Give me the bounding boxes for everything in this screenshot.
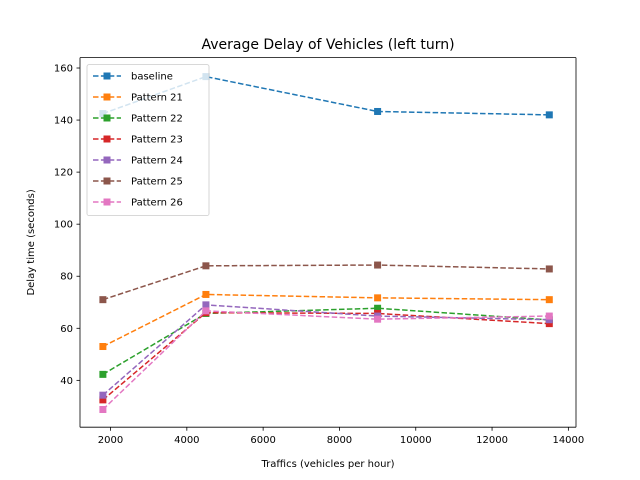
data-point-pattern-23	[545, 320, 553, 328]
legend-item-pattern-21: Pattern 21	[93, 93, 183, 104]
legend-label-pattern-26: Pattern 26	[131, 198, 183, 209]
legend-label-baseline: baseline	[131, 72, 173, 83]
data-point-pattern-21	[374, 294, 382, 302]
data-point-pattern-26	[99, 406, 107, 414]
y-tick-label: 120	[54, 168, 73, 179]
y-tick-label: 100	[54, 220, 73, 231]
data-point-baseline	[545, 111, 553, 119]
data-point-pattern-21	[545, 296, 553, 304]
legend-marker-pattern-24	[103, 156, 111, 164]
x-tick-label: 14000	[552, 435, 584, 446]
legend-item-pattern-25: Pattern 25	[93, 177, 183, 188]
data-point-pattern-26	[374, 315, 382, 323]
series-line-pattern-23	[102, 311, 550, 401]
legend-marker-pattern-26	[103, 198, 111, 206]
y-tick-label: 160	[54, 64, 73, 75]
series-line-pattern-21	[102, 293, 550, 348]
legend-marker-pattern-25	[103, 177, 111, 185]
x-tick-label: 12000	[476, 435, 508, 446]
series-pattern-25	[99, 261, 553, 304]
data-point-pattern-25	[545, 265, 553, 273]
legend-marker-pattern-21	[103, 93, 111, 101]
series-line-pattern-25	[102, 264, 550, 301]
data-point-pattern-26	[545, 312, 553, 320]
x-axis-label: Traffics (vehicles per hour)	[261, 459, 395, 470]
data-point-pattern-22	[374, 304, 382, 312]
x-tick-label: 8000	[327, 435, 352, 446]
data-point-pattern-21	[202, 290, 210, 298]
legend-label-pattern-24: Pattern 24	[131, 156, 183, 167]
legend-label-pattern-25: Pattern 25	[131, 177, 183, 188]
series-pattern-21	[99, 290, 553, 351]
chart-title: Average Delay of Vehicles (left turn)	[201, 37, 454, 53]
legend-marker-baseline	[103, 72, 111, 80]
data-point-pattern-24	[202, 301, 210, 309]
legend-item-pattern-26: Pattern 26	[93, 198, 183, 209]
data-point-pattern-23	[99, 396, 107, 404]
series-layer	[99, 73, 553, 414]
legend-marker-pattern-22	[103, 114, 111, 122]
data-point-pattern-24	[545, 316, 553, 324]
legend-item-pattern-24: Pattern 24	[93, 156, 183, 167]
axes-layer	[79, 57, 577, 428]
legend-label-pattern-23: Pattern 23	[131, 135, 183, 146]
x-tick-label: 2000	[98, 435, 123, 446]
data-point-baseline	[374, 107, 382, 115]
data-point-pattern-24	[99, 391, 107, 399]
x-tick-label: 6000	[250, 435, 275, 446]
y-tick-label: 140	[54, 116, 73, 127]
ticks-layer: 2000 4000 6000 8000 10000 12000 14000 40 60 80 100…	[54, 64, 584, 447]
legend-item-baseline: baseline	[93, 72, 173, 83]
data-point-pattern-26	[202, 307, 210, 315]
legend-item-pattern-23: Pattern 23	[93, 135, 183, 146]
y-tick-label: 80	[60, 272, 73, 283]
data-point-pattern-21	[99, 343, 107, 351]
legend: baseline Pattern 21 Pattern 22 Pattern 23 Pa…	[86, 64, 210, 216]
series-pattern-26	[99, 307, 553, 414]
y-tick-label: 60	[60, 324, 73, 335]
x-tick-label: 4000	[174, 435, 199, 446]
legend-frame	[86, 64, 210, 216]
legend-marker-pattern-23	[103, 135, 111, 143]
legend-label-pattern-22: Pattern 22	[131, 114, 183, 125]
y-tick-label: 40	[60, 376, 73, 387]
data-point-pattern-25	[99, 296, 107, 304]
data-point-pattern-25	[202, 262, 210, 270]
series-line-pattern-26	[102, 310, 550, 411]
legend-label-pattern-21: Pattern 21	[131, 93, 183, 104]
x-tick-label: 10000	[400, 435, 432, 446]
y-axis-label: Delay time (seconds)	[26, 189, 37, 295]
data-point-pattern-25	[374, 261, 382, 269]
legend-item-pattern-22: Pattern 22	[93, 114, 183, 125]
series-line-pattern-24	[102, 304, 550, 396]
data-point-pattern-22	[99, 370, 107, 378]
